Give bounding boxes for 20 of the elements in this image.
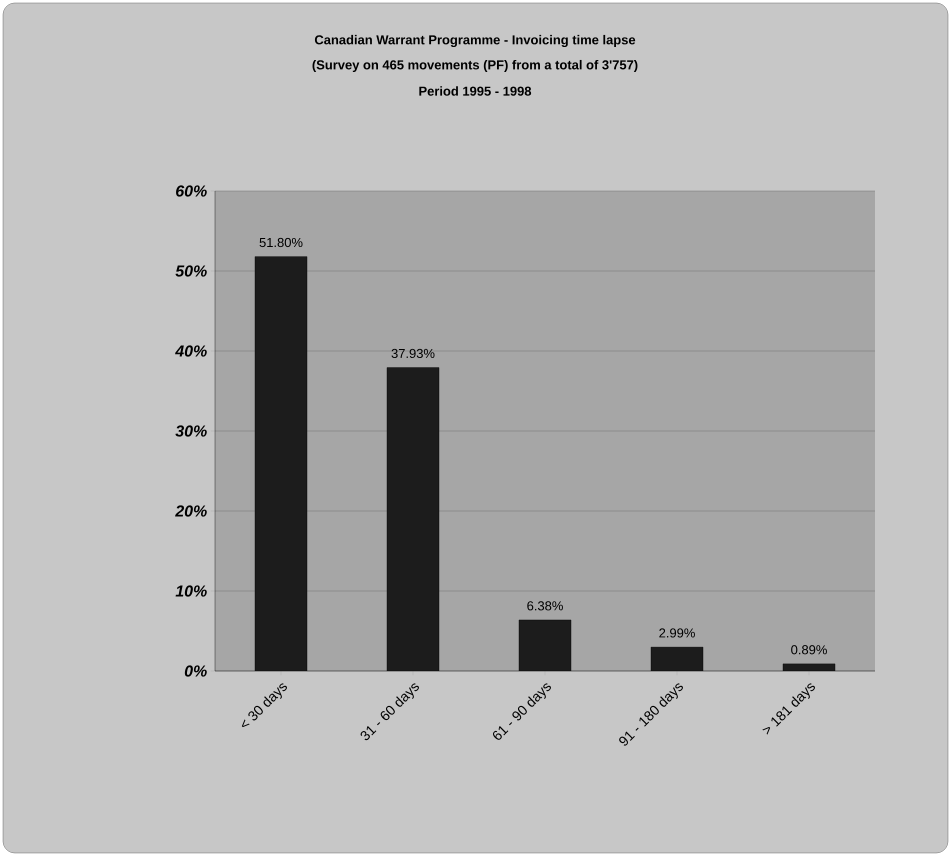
bar: [519, 620, 572, 671]
text: Period 1995 - 1998: [419, 86, 532, 96]
data-label: 2.99%: [659, 628, 695, 638]
chart-title: Canadian Warrant Programme - Invoicing time lapse: [314, 34, 636, 48]
data-label: 6.38%: [527, 601, 563, 610]
bar: [255, 256, 308, 671]
y-tick-label: 50%: [175, 265, 207, 277]
y-tick-label: 60%: [176, 185, 207, 197]
data-label: 0.89%: [791, 645, 827, 654]
chart-subtitle: (Survey on 465 movements (PF) from a total of 3'757): [312, 60, 638, 72]
data-label: 51.80%: [260, 238, 303, 248]
data-label: 37.93%: [392, 348, 435, 358]
y-tick-label: 30%: [175, 425, 207, 437]
y-tick-label: 20%: [175, 505, 207, 517]
bar: [651, 647, 704, 671]
y-tick-label: 10%: [176, 585, 207, 597]
bar: [387, 368, 440, 671]
bar: [782, 664, 836, 671]
y-tick-label: 0%: [184, 665, 207, 677]
y-tick-label: 40%: [175, 345, 207, 357]
